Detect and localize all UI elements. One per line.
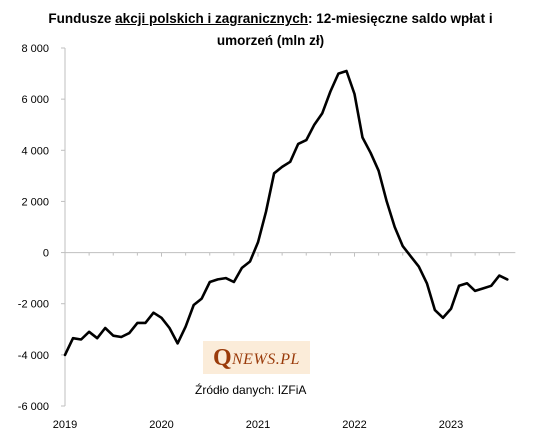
x-tick-label: 2023	[439, 419, 463, 431]
y-tick-label: -4 000	[18, 350, 49, 362]
x-tick-label: 2020	[149, 419, 173, 431]
y-tick-label: 8 000	[21, 43, 49, 55]
y-tick-label: -2 000	[18, 299, 49, 311]
chart-title-line-2: umorzeń (mln zł)	[216, 33, 325, 48]
qnews-logo: Q NEWS.PL	[203, 341, 310, 374]
x-tick-label: 2019	[53, 419, 77, 431]
y-tick-label: 6 000	[21, 94, 49, 106]
title-part-3: : 12-miesięczne saldo wpłat i	[308, 11, 493, 26]
x-tick-label: 2022	[342, 419, 366, 431]
logo-rest-text: NEWS.PL	[232, 351, 300, 368]
y-tick-label: 0	[43, 248, 49, 260]
y-tick-label: 2 000	[21, 196, 49, 208]
title-underlined-part: akcji polskich i zagranicznych	[115, 11, 308, 26]
y-tick-label: -6 000	[18, 401, 49, 413]
series-line	[63, 69, 509, 357]
source-note: Źródło danych: IZFiA	[195, 383, 307, 397]
chart-title-line-1: Fundusze akcji polskich i zagranicznych:…	[0, 11, 541, 26]
title-part-1: Fundusze	[48, 11, 116, 26]
y-tick-label: 4 000	[21, 145, 49, 157]
x-tick-label: 2021	[246, 419, 270, 431]
logo-big-letter: Q	[213, 345, 232, 371]
